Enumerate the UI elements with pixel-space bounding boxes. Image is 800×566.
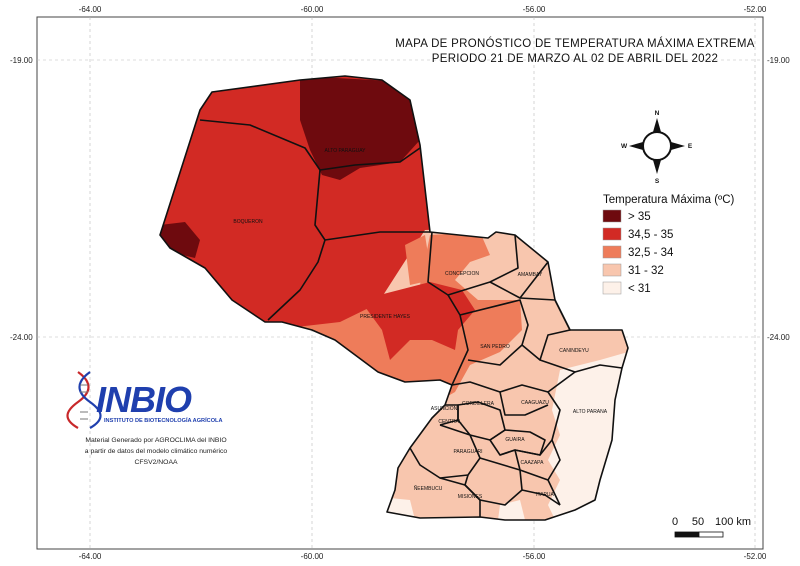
compass-w: W (621, 143, 628, 150)
dept-label: BOQUERON (233, 219, 263, 225)
legend-swatch-34-5-35 (602, 227, 622, 241)
border-canindeyu-south (539, 359, 623, 373)
legend-label: < 31 (628, 283, 651, 295)
credit-line-2: a partir de datos del modelo climático n… (85, 448, 228, 455)
lat-label-left: -19.00 (10, 56, 33, 65)
lat-label-left: -24.00 (10, 333, 33, 342)
dept-label: ALTO PARANA (573, 409, 608, 415)
zone-34-5-35 (360, 282, 475, 360)
lat-label-right: -24.00 (767, 333, 790, 342)
border-cordillera-caaguazu (451, 371, 576, 393)
legend-label: 34,5 - 35 (628, 229, 673, 241)
dept-label: ALTO PARAGUAY (324, 148, 366, 154)
scale-label-0: 0 (672, 516, 678, 528)
lon-label-top: -64.00 (79, 5, 102, 14)
border-alto-parana (547, 391, 561, 506)
legend-label: 31 - 32 (628, 265, 664, 277)
legend-swatch-31-32 (602, 263, 622, 277)
dept-label: MISIONES (458, 494, 483, 500)
map-title-line-1: MAPA DE PRONÓSTICO DE TEMPERATURA MÁXIMA… (395, 37, 754, 50)
legend-swatch-under-31 (602, 281, 622, 295)
border-san-pedro (459, 299, 529, 366)
dept-label: CANINDEYU (559, 348, 589, 354)
dept-label: ASUNCION (431, 406, 458, 412)
scale-label-50: 50 (692, 516, 704, 528)
lon-label-top: -60.00 (301, 5, 324, 14)
dept-label: GUAIRA (505, 437, 525, 443)
latitude-labels: -19.00 -24.00 -19.00 -24.00 (10, 56, 790, 342)
department-labels: ALTO PARAGUAY BOQUERON PRESIDENTE HAYES … (233, 148, 607, 500)
compass-n: N (655, 110, 660, 117)
dept-label: PARAGUARI (453, 449, 482, 455)
longitude-labels-top: -64.00 -60.00 -56.00 -52.00 (79, 5, 767, 14)
inbio-logo: INBIO INSTITUTO DE BIOTECNOLOGÍA AGRÍCOL… (66, 371, 223, 429)
border-itapua (521, 489, 561, 506)
dna-helix-icon (66, 371, 102, 429)
department-borders (159, 75, 629, 521)
border-concepcion (427, 231, 519, 296)
legend-swatch-32-5-34 (602, 245, 622, 259)
border-boqueron-east (267, 169, 326, 321)
border-hayes-north (324, 231, 430, 241)
lon-label-bottom: -52.00 (744, 552, 767, 561)
longitude-labels-bottom: -64.00 -60.00 -56.00 -52.00 (79, 552, 767, 561)
border-central (439, 404, 459, 426)
dept-label: SAN PEDRO (480, 344, 510, 350)
dept-label: CAAZAPA (521, 460, 545, 466)
dept-label: ITAPUA (536, 492, 554, 498)
dept-label: CORDILLERA (462, 401, 495, 407)
scale-label-100: 100 km (715, 516, 751, 528)
compass-e: E (688, 143, 693, 150)
lon-label-top: -52.00 (744, 5, 767, 14)
scale-bar: 0 50 100 km (672, 516, 751, 538)
lon-label-bottom: -60.00 (301, 552, 324, 561)
lon-label-bottom: -64.00 (79, 552, 102, 561)
legend-label: > 35 (628, 211, 651, 223)
logo-text: INBIO (96, 379, 192, 420)
legend: Temperatura Máxima (ºC) > 35 34,5 - 35 3… (602, 194, 735, 295)
zone-over-35 (300, 76, 420, 180)
lon-label-top: -56.00 (523, 5, 546, 14)
logo-subtitle: INSTITUTO DE BIOTECNOLOGÍA AGRÍCOLA (104, 416, 223, 424)
legend-title: Temperatura Máxima (ºC) (603, 194, 735, 206)
border-hayes-sanpedro (447, 294, 469, 386)
compass-rose-icon: N S W E (621, 110, 693, 185)
border-canindeyu (519, 297, 571, 361)
country-border (159, 75, 629, 521)
border-caaguazu (499, 391, 549, 416)
credit-line-3: CFSV2/NOAA (134, 459, 178, 466)
credit-line-1: Material Generado por AGROCLIMA del INBI… (85, 437, 226, 444)
legend-swatch-over-35 (602, 209, 622, 223)
dept-label: ÑEEMBUCU (414, 485, 443, 492)
legend-label: 32,5 - 34 (628, 247, 674, 259)
compass-s: S (655, 178, 660, 185)
map-title-line-2: PERIODO 21 DE MARZO AL 02 DE ABRIL DEL 2… (432, 53, 718, 65)
dept-label: CENTRAL (438, 419, 462, 425)
dept-label: AMAMBAY (518, 272, 543, 278)
border-neembucu (439, 477, 481, 517)
dept-label: CAAGUAZU (521, 400, 549, 406)
zone-32-5-34 (405, 235, 432, 285)
dept-label: PRESIDENTE HAYES (360, 314, 411, 320)
lat-label-right: -19.00 (767, 56, 790, 65)
dept-label: CONCEPCION (445, 271, 479, 277)
lon-label-bottom: -56.00 (523, 552, 546, 561)
